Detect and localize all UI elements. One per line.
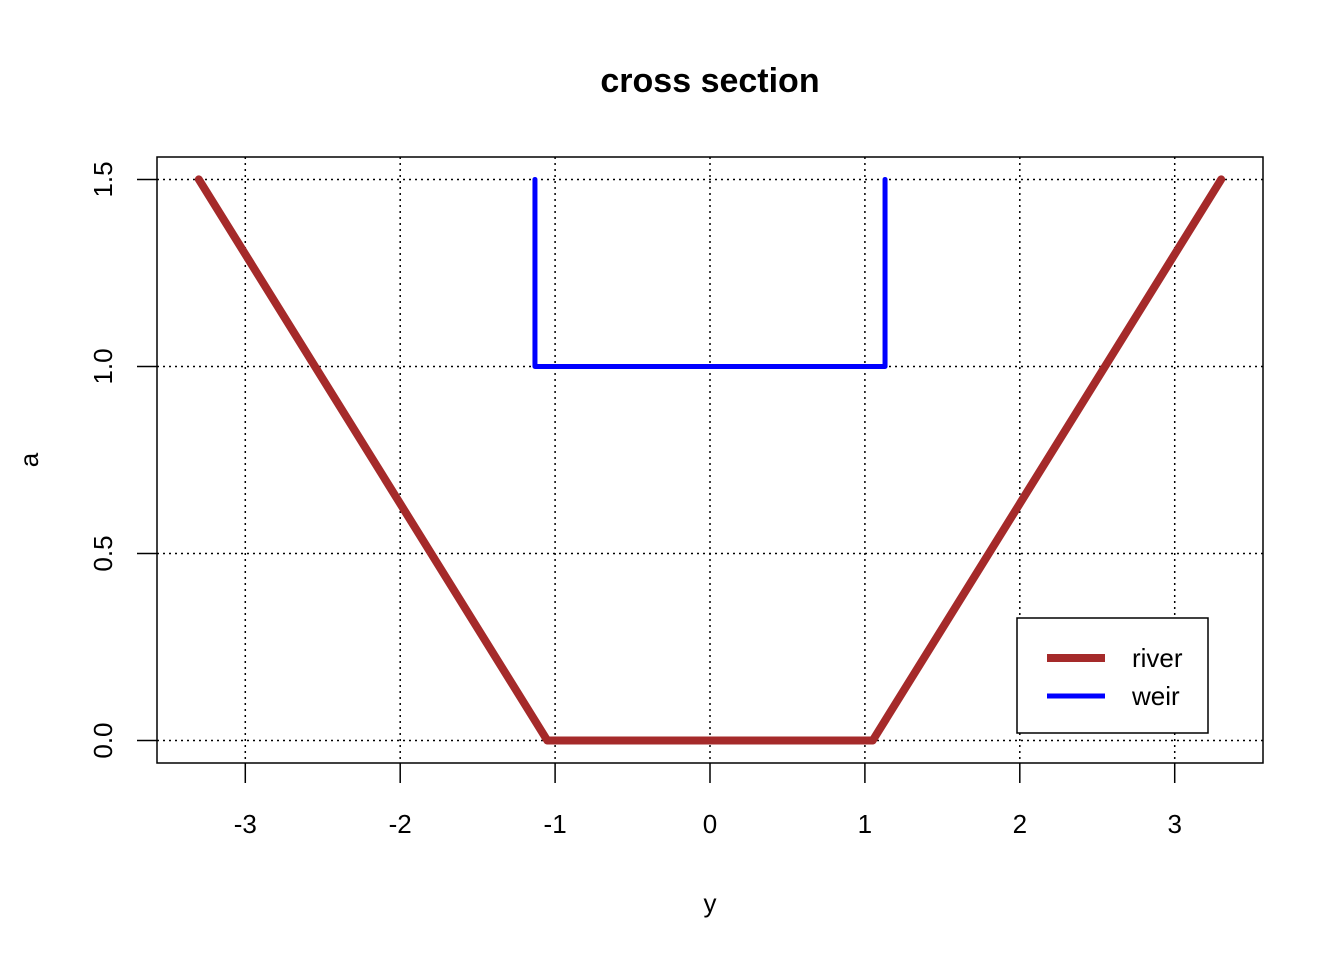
x-axis: -3 -2 -1 0 1 2 3 <box>234 763 1182 839</box>
series-line-river <box>194 175 1226 745</box>
chart-title: cross section <box>600 62 819 100</box>
legend: river weir <box>1016 617 1209 734</box>
y-axis: 0.0 0.5 1.0 1.5 <box>88 161 157 759</box>
x-tick-label-5: 2 <box>1013 809 1027 839</box>
x-axis-label: y <box>704 888 717 918</box>
x-tick-label-3: 0 <box>703 809 717 839</box>
series-line-weir <box>532 176 888 369</box>
y-tick-label-1: 0.5 <box>88 535 118 571</box>
legend-label-river: river <box>1132 643 1183 673</box>
legend-label-weir: weir <box>1131 681 1180 711</box>
y-tick-label-0: 0.0 <box>88 722 118 758</box>
y-axis-label: a <box>14 452 44 467</box>
x-tick-label-0: -3 <box>234 809 257 839</box>
x-tick-label-4: 1 <box>858 809 872 839</box>
x-tick-label-1: -2 <box>389 809 412 839</box>
x-tick-label-2: -1 <box>544 809 567 839</box>
y-tick-label-3: 1.5 <box>88 161 118 197</box>
legend-box <box>1016 617 1209 734</box>
y-tick-label-2: 1.0 <box>88 348 118 384</box>
x-tick-label-6: 3 <box>1167 809 1181 839</box>
series-layer <box>194 175 1226 745</box>
